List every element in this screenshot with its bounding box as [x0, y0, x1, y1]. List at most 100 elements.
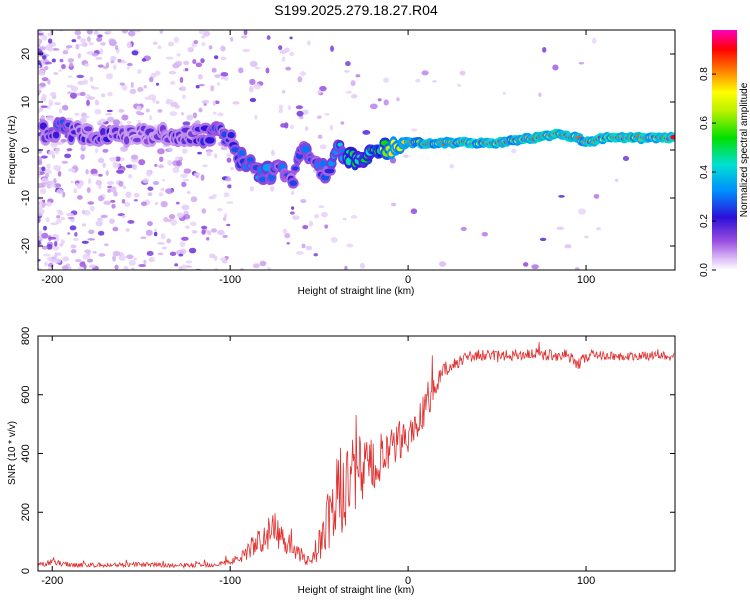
noise-speckle	[253, 83, 261, 90]
noise-speckle	[40, 105, 48, 109]
noise-speckle	[137, 69, 142, 74]
noise-speckle	[56, 252, 62, 256]
noise-speckle	[95, 220, 103, 227]
noise-speckle	[97, 173, 103, 177]
noise-speckle	[97, 217, 104, 222]
ridge-cell	[289, 180, 298, 186]
noise-speckle	[79, 117, 87, 123]
noise-speckle	[99, 118, 107, 123]
noise-speckle	[107, 185, 113, 189]
noise-speckle	[226, 201, 234, 204]
noise-speckle	[574, 267, 580, 270]
noise-speckle	[169, 251, 177, 256]
noise-speckle	[39, 200, 44, 205]
noise-speckle	[279, 49, 287, 55]
noise-speckle	[157, 252, 164, 256]
noise-speckle	[144, 96, 152, 100]
noise-speckle	[62, 256, 70, 262]
noise-speckle	[68, 75, 73, 78]
noise-speckle	[106, 109, 113, 113]
noise-speckle	[183, 168, 192, 174]
x-tick-label: 0	[405, 575, 411, 587]
noise-speckle	[198, 83, 205, 87]
noise-speckle	[292, 215, 300, 221]
x-tick-label: -100	[219, 575, 241, 587]
noise-speckle	[126, 66, 130, 70]
noise-speckle	[130, 154, 139, 160]
noise-speckle	[53, 178, 57, 184]
noise-speckle	[201, 35, 206, 39]
noise-speckle	[185, 260, 193, 264]
noise-speckle	[43, 261, 49, 267]
noise-speckle	[44, 172, 50, 178]
noise-speckle	[346, 243, 354, 248]
noise-speckle	[38, 171, 45, 176]
noise-speckle	[186, 114, 194, 121]
noise-speckle	[174, 156, 183, 161]
noise-speckle	[153, 231, 158, 237]
noise-speckle	[126, 41, 132, 49]
noise-speckle	[66, 91, 73, 94]
noise-speckle	[181, 94, 186, 100]
noise-speckle	[438, 261, 447, 267]
noise-speckle	[38, 205, 43, 211]
noise-speckle	[41, 209, 45, 214]
ridge-cell	[227, 132, 235, 139]
ridge-cell	[324, 168, 335, 174]
x-tick-label: -100	[219, 274, 241, 286]
noise-speckle	[158, 192, 164, 197]
noise-speckle	[241, 35, 248, 39]
noise-speckle	[136, 105, 142, 111]
noise-speckle	[53, 183, 62, 188]
noise-speckle	[90, 85, 94, 89]
noise-speckle	[38, 89, 42, 94]
noise-speckle	[87, 201, 95, 205]
noise-speckle	[345, 60, 351, 67]
noise-speckle	[125, 228, 130, 232]
noise-speckle	[137, 119, 142, 124]
noise-speckle	[133, 193, 140, 198]
noise-speckle	[201, 229, 206, 235]
noise-speckle	[284, 233, 291, 239]
noise-speckle	[79, 91, 86, 97]
noise-speckle	[187, 190, 191, 194]
x-tick-label: -200	[41, 274, 63, 286]
snr-y-axis-label: SNR (10 * v/v)	[7, 421, 18, 485]
noise-speckle	[225, 177, 232, 182]
noise-speckle	[377, 98, 382, 102]
noise-speckle	[112, 255, 116, 262]
noise-speckle	[39, 188, 47, 195]
noise-speckle	[138, 263, 147, 268]
noise-speckle	[595, 227, 601, 231]
colorbar-tick-label: 0.0	[699, 263, 710, 277]
noise-speckle	[421, 70, 429, 76]
noise-speckle	[40, 155, 48, 159]
noise-speckle	[157, 45, 162, 50]
noise-speckle	[105, 73, 114, 80]
noise-speckle	[100, 42, 106, 46]
noise-speckle	[122, 185, 127, 190]
noise-speckle	[318, 205, 325, 209]
noise-speckle	[131, 50, 139, 56]
noise-speckle	[87, 36, 91, 43]
noise-speckle	[38, 166, 41, 171]
noise-speckle	[54, 102, 62, 106]
noise-speckle	[112, 64, 117, 71]
noise-speckle	[149, 115, 153, 121]
noise-speckle	[92, 250, 97, 254]
noise-speckle	[53, 71, 59, 75]
noise-speckle	[74, 112, 80, 116]
noise-speckle	[94, 108, 102, 115]
noise-speckle	[127, 220, 135, 224]
noise-speckle	[75, 259, 82, 263]
noise-speckle	[289, 211, 295, 215]
noise-speckle	[173, 36, 180, 44]
noise-speckle	[73, 188, 77, 194]
noise-speckle	[324, 112, 330, 116]
noise-speckle	[131, 267, 135, 270]
noise-speckle	[176, 53, 181, 57]
ridge-cell	[345, 157, 352, 166]
noise-speckle	[141, 58, 147, 62]
noise-speckle	[84, 63, 89, 68]
ridge-cell	[291, 166, 299, 171]
